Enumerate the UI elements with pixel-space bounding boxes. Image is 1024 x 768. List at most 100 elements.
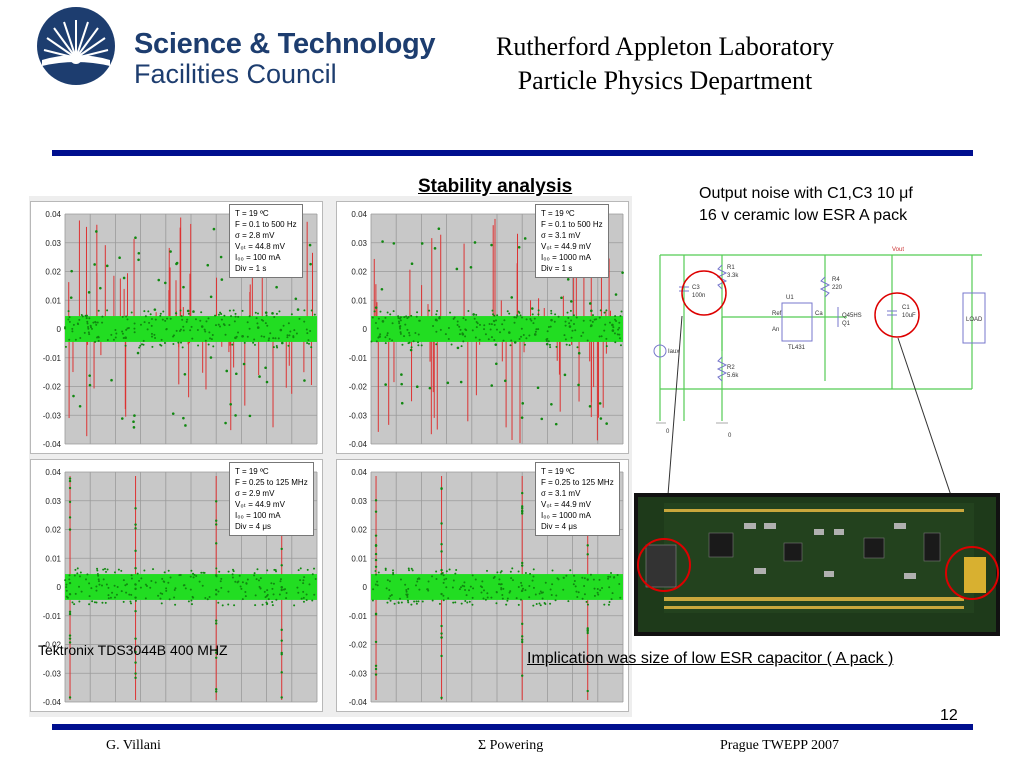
schematic-label-load: LOAD [966, 317, 983, 323]
schematic-label-ca: Ca [815, 311, 823, 317]
scope-legend-line: σ = 2.9 mV [235, 489, 275, 498]
y-tick-label: 0.03 [45, 497, 61, 506]
y-tick-label: -0.01 [43, 612, 62, 621]
schematic-label-c1: C1 [902, 305, 910, 311]
scope-legend-line: T = 19 ºC [541, 209, 575, 218]
y-tick-label: 0 [57, 325, 62, 334]
y-tick-label: 0 [363, 325, 368, 334]
bottom-divider [52, 724, 973, 730]
schematic-label-vout: Vout [892, 247, 904, 253]
lab-title-line1: Rutherford Appleton Laboratory [496, 32, 834, 61]
lab-title: Rutherford Appleton Laboratory Particle … [440, 30, 890, 98]
schematic-label-r4: R4 [832, 277, 840, 283]
y-tick-label: 0.01 [45, 296, 61, 305]
scope-panel-2: 0.04 0.03 0.02 0.01 0 -0.01 -0.02 -0.03 -0.04 T =… [336, 201, 629, 454]
scope-plot: 0.04 0.03 0.02 0.01 0 -0.01 -0.02 -0.03 -0.04 [43, 210, 318, 449]
schematic-label-r4-value: 220 [832, 285, 843, 291]
y-tick-label: -0.03 [349, 411, 368, 420]
scope-legend-line: T = 19 ºC [235, 467, 269, 476]
scope-legend-line: V₀ₜ = 44.9 mV [541, 242, 591, 251]
schematic-label-r2: R2 [727, 365, 735, 371]
instrument-label: Tektronix TDS3044B 400 MHZ [38, 642, 228, 658]
y-tick-label: 0.03 [45, 239, 61, 248]
y-tick-label: 0.01 [45, 554, 61, 563]
footer-event: Prague TWEPP 2007 [720, 738, 839, 753]
schematic-label-an: An [772, 327, 779, 333]
lab-title-line2: Particle Physics Department [517, 66, 813, 95]
scope-legend-line: Div = 4 μs [541, 522, 577, 531]
schematic-label-ground-1: 0 [666, 429, 670, 435]
y-tick-label: 0 [363, 583, 368, 592]
c3-highlight-circle [681, 270, 727, 316]
scope-legend-line: F = 0.1 to 500 Hz [235, 220, 297, 229]
scope-panel-3: 0.04 0.03 0.02 0.01 0 -0.01 -0.02 -0.03 -0.04 T =… [30, 459, 323, 712]
y-tick-label: 0.04 [45, 210, 61, 219]
scope-legend-line: Div = 1 s [541, 264, 573, 273]
scope-legend-line: I₀₀ = 1000 mA [541, 253, 591, 262]
schematic-label-ground-2: 0 [728, 433, 732, 439]
y-tick-label: 0.04 [351, 210, 367, 219]
scope-legend-line: V₀ₜ = 44.9 mV [541, 500, 591, 509]
y-tick-label: -0.01 [349, 354, 368, 363]
schematic-label-ref: Ref [772, 311, 782, 317]
y-tick-label: -0.03 [43, 669, 62, 678]
scope-legend-line: I₀₀ = 1000 mA [541, 511, 591, 520]
noise-caption-line2: 16 v ceramic low ESR A pack [699, 207, 908, 224]
scope-legend: T = 19 ºC F = 0.25 to 125 MHz σ = 3.1 mV V₀… [535, 462, 620, 536]
schematic-label-u1: U1 [786, 295, 794, 301]
slide-title: Stability analysis [418, 176, 573, 197]
footer-topic: Σ Powering [478, 738, 544, 753]
y-tick-label: -0.02 [43, 383, 62, 392]
y-tick-label: 0.02 [351, 526, 367, 535]
scope-legend-line: σ = 3.1 mV [541, 231, 581, 240]
scope-legend-line: T = 19 ºC [235, 209, 269, 218]
y-tick-label: 0 [57, 583, 62, 592]
board-photo [634, 493, 1000, 636]
scope-legend-line: T = 19 ºC [541, 467, 575, 476]
y-tick-label: -0.01 [43, 354, 62, 363]
org-name: Science & Technology Facilities Council [134, 28, 436, 88]
stfc-logo [37, 7, 115, 85]
schematic-label-r1-value: 3.3k [727, 273, 739, 279]
schematic-label-c3-value: 100n [692, 293, 705, 299]
scope-legend-line: F = 0.1 to 500 Hz [541, 220, 603, 229]
scope-legend-line: V₀ₜ = 44.9 mV [235, 500, 285, 509]
scope-legend-line: σ = 2.8 mV [235, 231, 275, 240]
noise-caption-line1: Output noise with C1,C3 10 μf [699, 185, 913, 202]
scope-legend: T = 19 ºC F = 0.1 to 500 Hz σ = 3.1 mV V₀ₜ … [535, 204, 609, 278]
y-tick-label: -0.02 [349, 383, 368, 392]
y-tick-label: -0.03 [43, 411, 62, 420]
regulator-schematic: Vout R1 3.3k C3 100n U1 Ref An Ca TL431 … [652, 241, 996, 439]
schematic-label-r1: R1 [727, 265, 735, 271]
y-tick-label: -0.03 [349, 669, 368, 678]
y-tick-label: -0.04 [349, 440, 368, 449]
y-tick-label: 0.03 [351, 497, 367, 506]
page-number: 12 [940, 707, 958, 724]
photo-right-highlight-circle [945, 546, 999, 600]
implication-note: Implication was size of low ESR capacito… [527, 650, 894, 667]
schematic-label-r2-value: 5.6k [727, 373, 739, 379]
y-tick-label: 0.04 [45, 468, 61, 477]
schematic-label-q-part: Q45HS [842, 313, 862, 319]
y-tick-label: -0.02 [43, 641, 62, 650]
scope-legend-line: σ = 3.1 mV [541, 489, 581, 498]
scope-legend: T = 19 ºC F = 0.1 to 500 Hz σ = 2.8 mV V₀ₜ … [229, 204, 303, 278]
top-divider [52, 150, 973, 156]
y-tick-label: -0.04 [43, 698, 62, 707]
scope-legend-line: I₀₀ = 100 mA [235, 253, 281, 262]
scope-legend-line: Div = 4 μs [235, 522, 271, 531]
y-tick-label: 0.01 [351, 296, 367, 305]
scope-legend-line: Div = 1 s [235, 264, 267, 273]
org-name-line1: Science & Technology [134, 28, 436, 60]
scope-panel-4: 0.04 0.03 0.02 0.01 0 -0.01 -0.02 -0.03 -0.04 T =… [336, 459, 629, 712]
y-tick-label: -0.04 [43, 440, 62, 449]
c1-highlight-circle [874, 292, 920, 338]
footer-author: G. Villani [106, 738, 161, 753]
y-tick-label: 0.02 [45, 268, 61, 277]
scope-legend-line: F = 0.25 to 125 MHz [235, 478, 308, 487]
schematic-label-c3: C3 [692, 285, 700, 291]
scope-legend: T = 19 ºC F = 0.25 to 125 MHz σ = 2.9 mV V₀… [229, 462, 314, 536]
noise-caption: Output noise with C1,C3 10 μf 16 v ceram… [699, 183, 913, 227]
scope-panel-1: 0.04 0.03 0.02 0.01 0 -0.01 -0.02 -0.03 -0.04 T =… [30, 201, 323, 454]
schematic-label-c1-value: 10uF [902, 313, 916, 319]
